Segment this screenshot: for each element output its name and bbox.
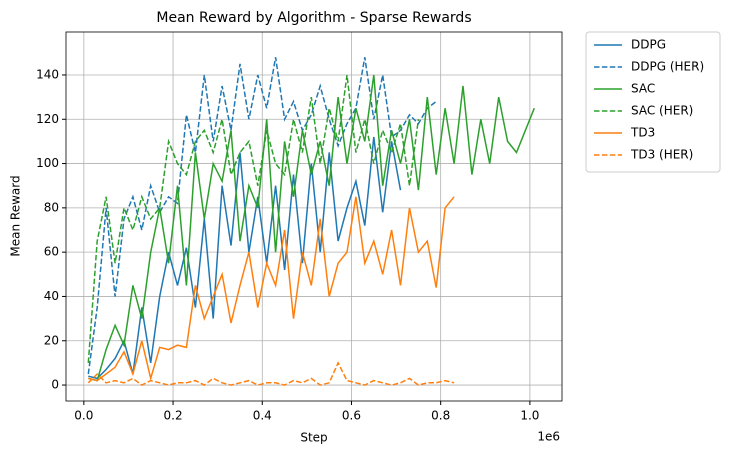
x-tick-label: 0.8 xyxy=(431,409,450,423)
legend-label: TD3 xyxy=(630,126,655,140)
legend-label: DDPG (HER) xyxy=(631,60,704,74)
y-tick-label: 0 xyxy=(51,378,59,392)
y-tick-label: 120 xyxy=(36,112,59,126)
series-line xyxy=(87,361,455,386)
series-line xyxy=(88,74,535,382)
legend-label: TD3 (HER) xyxy=(630,148,693,162)
y-tick-label: 20 xyxy=(44,333,59,347)
series-line xyxy=(87,74,420,363)
plot-frame xyxy=(65,31,563,402)
legend-label: DDPG xyxy=(631,38,666,52)
legend-label: SAC (HER) xyxy=(631,104,693,118)
x-tick-label: 0.2 xyxy=(164,409,183,423)
x-tick-label: 1.0 xyxy=(520,409,539,423)
y-axis-label: Mean Reward xyxy=(9,175,23,256)
y-tick-label: 140 xyxy=(36,67,59,81)
y-tick-label: 60 xyxy=(44,245,59,259)
x-tick-label: 0.0 xyxy=(74,409,93,423)
x-offset-label: 1e6 xyxy=(537,430,560,444)
x-tick-label: 0.4 xyxy=(253,409,272,423)
legend-label: SAC xyxy=(631,82,655,96)
series-line xyxy=(88,136,402,380)
x-axis-label: Step xyxy=(300,431,327,445)
chart-title: Mean Reward by Algorithm - Sparse Reward… xyxy=(156,10,471,26)
x-tick-label: 0.6 xyxy=(342,409,361,423)
y-tick-label: 100 xyxy=(36,156,59,170)
y-tick-label: 80 xyxy=(44,200,59,214)
series-line xyxy=(88,196,455,382)
y-tick-label: 40 xyxy=(44,289,59,303)
